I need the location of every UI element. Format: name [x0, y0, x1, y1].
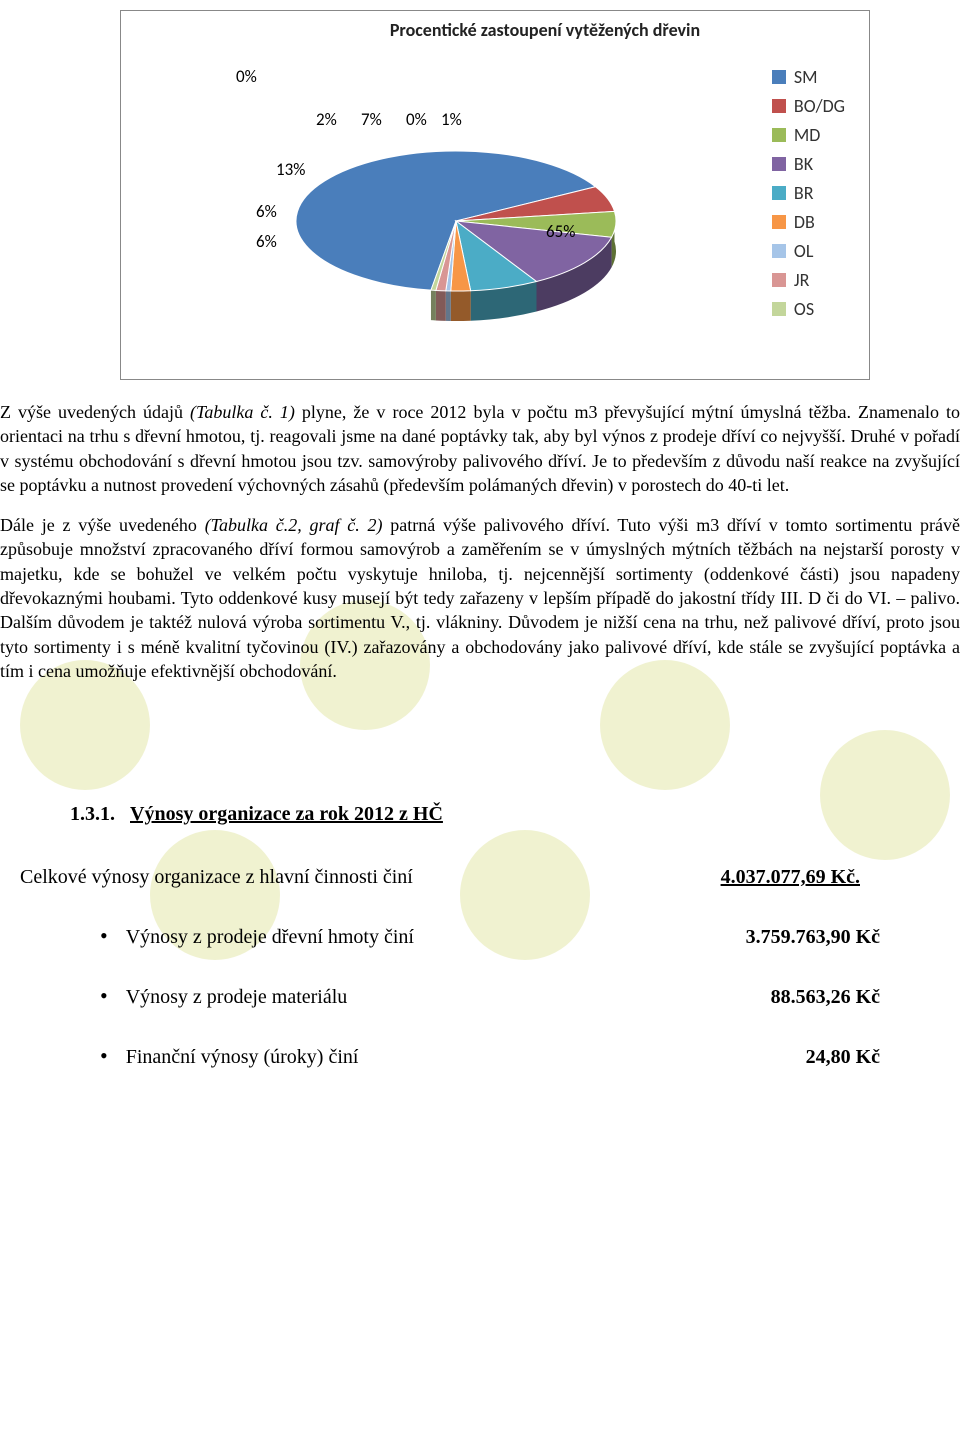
finance-item-label: Finanční výnosy (úroky) činí — [126, 1046, 806, 1069]
legend-swatch — [772, 99, 786, 113]
legend-label: BO/DG — [794, 95, 845, 117]
finance-item-label: Výnosy z prodeje dřevní hmoty činí — [126, 926, 746, 949]
pie-label-jr: 1% — [441, 109, 462, 130]
legend-label: JR — [794, 269, 810, 291]
pie-chart-panel: Procentické zastoupení vytěžených dřevin… — [120, 10, 870, 380]
legend-swatch — [772, 70, 786, 84]
pie-label-bk: 13% — [276, 159, 305, 180]
legend-label: SM — [794, 66, 818, 88]
pie-label-br: 7% — [361, 109, 382, 130]
legend-row: BO/DG — [772, 95, 845, 117]
pie-label-sm: 65% — [546, 221, 575, 242]
finance-item-amount: 24,80 Kč — [806, 1046, 880, 1069]
finance-list: Výnosy z prodeje dřevní hmoty činí 3.759… — [20, 923, 920, 1069]
legend-label: DB — [794, 211, 815, 233]
legend-swatch — [772, 128, 786, 142]
legend-label: BK — [794, 153, 813, 175]
finance-item-label: Výnosy z prodeje materiálu — [126, 986, 771, 1009]
pie-label-md: 6% — [256, 201, 277, 222]
pie-label-ol: 0% — [406, 109, 427, 130]
legend-row: JR — [772, 269, 845, 291]
finance-total-amount: 4.037.077,69 Kč. — [721, 866, 860, 889]
legend-label: BR — [794, 182, 814, 204]
finance-item: Výnosy z prodeje materiálu 88.563,26 Kč — [100, 983, 920, 1009]
legend-swatch — [772, 244, 786, 258]
finance-item: Finanční výnosy (úroky) činí 24,80 Kč — [100, 1043, 920, 1069]
legend-swatch — [772, 215, 786, 229]
finance-item-amount: 3.759.763,90 Kč — [746, 926, 880, 949]
legend-label: OL — [794, 240, 814, 262]
chart-title: Procentické zastoupení vytěžených dřevin — [231, 19, 859, 41]
legend-row: BK — [772, 153, 845, 175]
legend-swatch — [772, 186, 786, 200]
paragraph-2: Dále je z výše uvedeného (Tabulka č.2, g… — [0, 513, 960, 683]
paragraph-1: Z výše uvedených údajů (Tabulka č. 1) pl… — [0, 400, 960, 497]
legend-label: OS — [794, 298, 814, 320]
legend-row: DB — [772, 211, 845, 233]
legend-row: OS — [772, 298, 845, 320]
finance-item-amount: 88.563,26 Kč — [771, 986, 880, 1009]
pie-chart: 65% 6% 6% 13% 7% 2% 0% 1% 0% — [216, 61, 696, 351]
pie-label-db: 2% — [316, 109, 337, 130]
chart-legend: SM BO/DG MD BK BR DB OL JR OS — [772, 66, 845, 327]
body-text: Z výše uvedených údajů (Tabulka č. 1) pl… — [0, 400, 960, 683]
legend-row: BR — [772, 182, 845, 204]
legend-label: MD — [794, 124, 820, 146]
legend-swatch — [772, 273, 786, 287]
section-title: Výnosy organizace za rok 2012 z HČ — [130, 803, 443, 825]
legend-row: SM — [772, 66, 845, 88]
legend-swatch — [772, 302, 786, 316]
pie-label-os: 0% — [236, 66, 257, 87]
pie-label-bo: 6% — [256, 231, 277, 252]
finance-item: Výnosy z prodeje dřevní hmoty činí 3.759… — [100, 923, 920, 949]
finance-total-row: Celkové výnosy organizace z hlavní činno… — [20, 866, 920, 889]
section-heading: 1.3.1. Výnosy organizace za rok 2012 z H… — [70, 803, 960, 826]
finance-total-label: Celkové výnosy organizace z hlavní činno… — [20, 866, 413, 889]
legend-row: OL — [772, 240, 845, 262]
legend-swatch — [772, 157, 786, 171]
section-number: 1.3.1. — [70, 803, 115, 825]
legend-row: MD — [772, 124, 845, 146]
